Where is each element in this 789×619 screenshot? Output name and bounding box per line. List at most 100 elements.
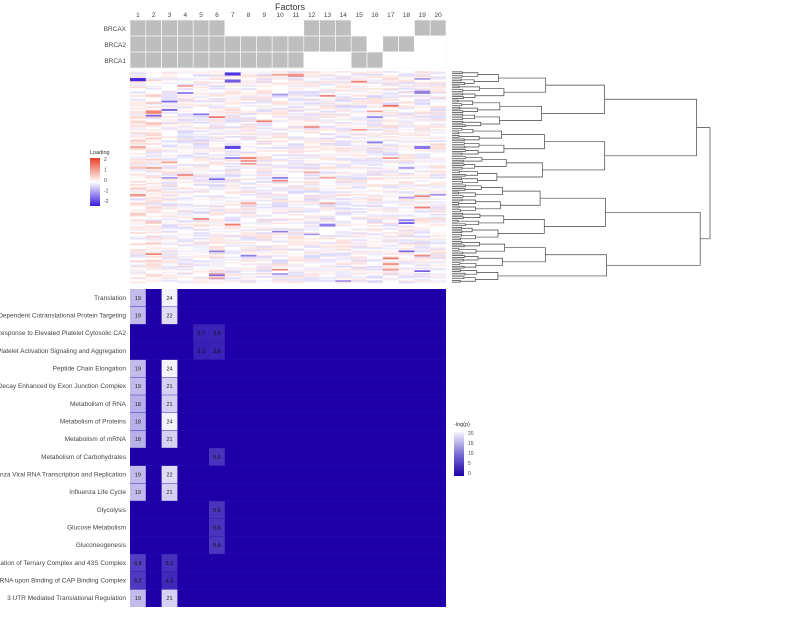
loading-cell	[209, 174, 225, 176]
loading-cell	[161, 90, 178, 93]
loading-cell	[240, 281, 257, 284]
loading-cell	[256, 189, 273, 192]
pathway-cell-value: 5.5	[213, 455, 221, 461]
loading-cell	[288, 217, 304, 220]
loading-cell	[145, 117, 162, 120]
loading-cell	[224, 99, 241, 101]
loading-cell	[319, 148, 336, 151]
loading-cell	[145, 230, 162, 233]
loading-cell	[256, 165, 273, 168]
loading-cell	[335, 271, 352, 274]
loading-cell	[382, 106, 399, 109]
loading-cell	[319, 157, 336, 159]
loading-cell	[161, 102, 178, 104]
loading-cell	[130, 264, 146, 267]
loading-cell	[430, 264, 446, 267]
loading-cell	[145, 199, 162, 202]
dendrogram-branch	[464, 143, 480, 148]
loading-cell	[193, 89, 209, 92]
loading-cell	[145, 254, 162, 257]
annotation-cell	[398, 35, 415, 53]
loading-cell	[256, 271, 273, 274]
loading-cell	[272, 145, 288, 148]
loading-cell	[367, 202, 383, 205]
loading-cell	[382, 193, 399, 196]
loading-cell	[224, 168, 241, 171]
loading-cell	[177, 83, 194, 86]
dendrogram-branch	[458, 249, 477, 254]
loading-cell	[177, 202, 194, 205]
loading-cell	[398, 281, 415, 284]
loading-cell	[398, 107, 415, 110]
loading-cell	[288, 154, 304, 157]
loading-cell	[351, 71, 367, 73]
loading-cell	[414, 137, 431, 140]
loading-cell	[288, 150, 304, 152]
loading-cell	[367, 184, 383, 186]
loading-cell	[177, 210, 194, 213]
loading-cell	[177, 106, 194, 109]
loading-cell	[398, 82, 415, 85]
loading-cell	[240, 212, 257, 215]
loading-cell	[130, 223, 146, 226]
loading-cell	[367, 168, 383, 171]
loading-cell	[351, 87, 367, 90]
loading-cell	[367, 193, 383, 196]
loading-cell	[398, 217, 415, 220]
loading-cell	[272, 251, 288, 254]
loading-cell	[414, 234, 431, 237]
loading-cell	[414, 195, 431, 198]
loading-cell	[430, 242, 446, 244]
loading-cell	[335, 131, 352, 134]
loading-cell	[256, 131, 273, 134]
pathway-cell	[130, 377, 146, 395]
loading-cell	[209, 110, 225, 113]
loading-cell	[130, 117, 146, 120]
annotation-cell	[161, 35, 178, 53]
loading-cell	[161, 178, 178, 181]
loading-cell	[303, 254, 320, 257]
loading-cell	[430, 145, 446, 148]
loading-cell	[335, 114, 352, 117]
loading-cell	[367, 72, 383, 75]
dendrogram-branch	[499, 105, 542, 121]
loading-cell	[414, 167, 431, 169]
loading-cell	[430, 171, 446, 174]
loading-cell	[398, 254, 415, 257]
loading-cell	[240, 160, 257, 162]
loading-cell	[177, 250, 194, 253]
loading-cell	[224, 227, 241, 230]
loading-cell	[256, 249, 273, 251]
loading-cell	[367, 96, 383, 99]
loading-cell	[335, 144, 352, 147]
loading-cell	[382, 110, 399, 113]
loading-cell	[256, 102, 273, 104]
dendrogram-branch	[459, 206, 476, 211]
loading-cell	[367, 160, 383, 162]
loading-cell	[161, 203, 178, 206]
loading-cell	[335, 261, 352, 264]
loading-cell	[209, 71, 225, 73]
loading-cell	[414, 134, 431, 137]
annotation-cell	[429, 51, 447, 69]
loading-cell	[382, 144, 399, 147]
loading-cell	[430, 273, 446, 275]
loading-cell	[193, 130, 209, 133]
loading-cell	[224, 175, 241, 178]
loading-cell	[351, 213, 367, 216]
pathway-cell-value: 22	[166, 473, 172, 479]
loading-cell	[209, 219, 225, 222]
loading-cell	[272, 263, 288, 265]
loading-cell	[335, 164, 352, 166]
loading-cell	[303, 237, 320, 240]
loading-cell	[319, 175, 336, 178]
loading-cell	[130, 110, 146, 113]
annotation-row-label: BRCAX	[104, 26, 127, 33]
loading-cell	[414, 198, 431, 200]
loading-cell	[145, 85, 162, 87]
loading-cell	[351, 198, 367, 200]
loading-cell	[288, 83, 304, 86]
loading-cell	[398, 210, 415, 213]
loading-cell	[272, 73, 288, 76]
loading-cell	[161, 257, 178, 260]
